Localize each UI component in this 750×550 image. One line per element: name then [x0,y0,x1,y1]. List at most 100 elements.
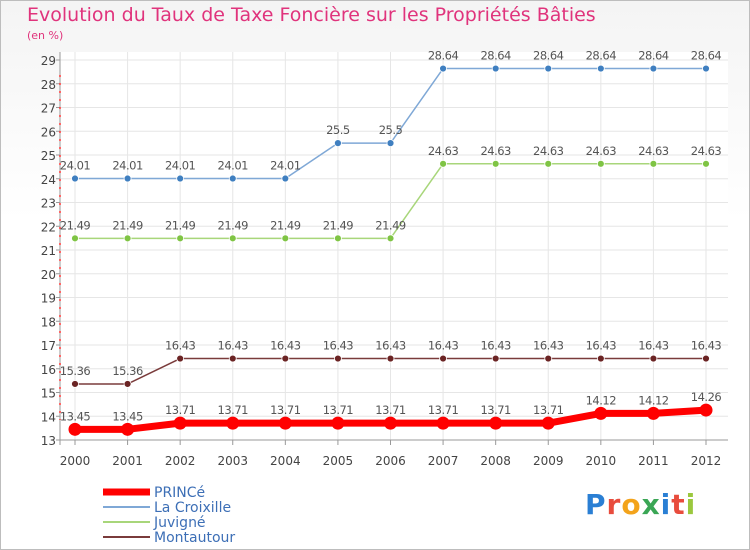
x-tick-label: 2005 [323,454,354,468]
data-point [491,159,500,168]
data-point [228,174,237,183]
data-point [699,403,713,417]
data-label: 28.64 [428,49,459,63]
x-tick-label: 2004 [270,454,301,468]
y-tick-label: 26 [41,125,56,139]
data-point [123,380,132,388]
data-label: 28.64 [533,49,564,63]
data-label: 16.43 [323,339,354,353]
data-point [649,159,658,168]
data-point [121,422,135,436]
data-point [491,64,500,73]
data-label: 16.43 [533,339,564,353]
data-point [334,354,342,363]
data-point [489,416,503,430]
data-label: 24.01 [218,159,249,173]
proxiti-logo: Proxiti [585,488,696,521]
y-tick-label: 15 [41,387,56,401]
data-point [702,354,710,363]
data-point [278,416,292,430]
logo-letter: P [585,488,607,521]
data-label: 16.43 [638,339,669,353]
data-point [176,234,185,243]
data-point [384,416,397,430]
data-label: 24.01 [165,159,196,173]
y-tick-label: 16 [41,363,56,377]
y-tick-label: 17 [41,339,56,353]
data-point [439,159,447,168]
legend-label: Montautour [154,530,235,546]
data-label: 24.63 [691,144,722,158]
data-label: 16.43 [586,339,617,353]
data-point [173,416,187,430]
x-tick-label: 2011 [638,454,669,468]
data-label: 13.71 [323,403,354,417]
data-label: 21.49 [112,218,143,232]
data-point [491,354,500,363]
data-label: 15.36 [112,364,143,378]
data-point [71,380,79,388]
data-label: 21.49 [323,218,354,232]
data-label: 13.71 [270,403,301,417]
data-label: 21.49 [270,218,301,232]
data-label: 13.71 [375,403,406,417]
x-tick-label: 2008 [480,454,511,468]
logo-letter: t [671,488,686,521]
y-tick-label: 20 [41,268,56,282]
x-tick-label: 2006 [375,454,406,468]
data-point [228,234,237,243]
legend-label: PRINCé [154,485,205,501]
data-point [702,159,710,168]
data-point [71,234,79,243]
y-tick-label: 29 [41,54,56,68]
data-label: 24.63 [638,144,669,158]
data-point [123,174,132,183]
data-labels: 15.36 15.36 16.43 16.43 16.43 16.43 16.43 16.43… [60,49,722,424]
data-point [281,234,290,243]
data-label: 25.5 [326,123,350,137]
y-tick-label: 21 [41,244,56,258]
data-point [596,159,605,168]
x-tick-label: 2010 [586,454,617,468]
data-label: 14.12 [586,393,617,407]
data-label: 24.63 [586,144,617,158]
unit-label: (en %) [27,29,64,42]
data-point [68,422,82,436]
x-tick-label: 2003 [217,454,248,468]
data-label: 21.49 [375,218,406,232]
data-label: 16.43 [428,339,459,353]
grid-lines [60,52,728,441]
data-point [386,354,395,363]
data-point [439,354,447,363]
data-label: 16.43 [218,339,249,353]
data-point [331,416,345,430]
y-tick-label: 27 [41,102,56,116]
y-tick-label: 24 [41,173,56,187]
data-point [281,354,290,363]
data-label: 13.45 [112,409,143,423]
y-tick-label: 28 [41,78,56,92]
data-point [596,354,605,363]
x-tick-label: 2000 [60,454,91,468]
series-layer [68,64,713,436]
data-point [176,354,185,363]
data-label: 21.49 [60,218,91,232]
data-label: 13.71 [480,403,511,417]
data-label: 24.63 [428,144,459,158]
data-point [386,234,395,243]
data-point [541,416,555,430]
logo-letter: o [621,488,642,521]
y-tick-label: 22 [41,220,56,234]
logo-letter: r [606,488,622,521]
plot-area [60,52,728,440]
data-label: 28.64 [480,49,511,63]
data-label: 21.49 [165,218,196,232]
chart-title: Evolution du Taux de Taxe Foncière sur l… [27,4,596,26]
data-point [228,354,237,363]
data-label: 24.63 [480,144,511,158]
data-label: 24.01 [112,159,143,173]
data-label: 16.43 [691,339,722,353]
data-point [439,64,447,73]
